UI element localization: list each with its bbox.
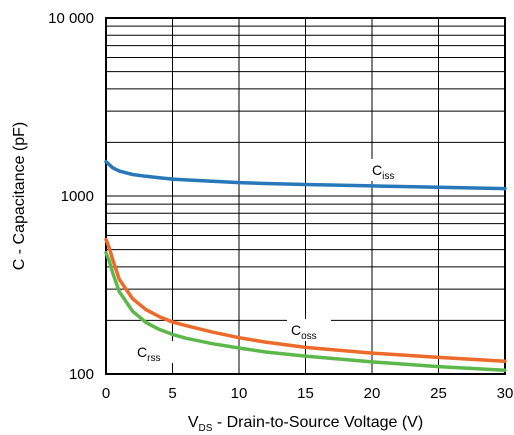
- x-axis-label: VDS - Drain-to-Source Voltage (V): [188, 414, 423, 434]
- y-tick-label: 1000: [61, 188, 94, 205]
- series-label-bg: [368, 159, 412, 181]
- plot-frame: [105, 17, 506, 375]
- x-axis-label-sub: DS: [199, 423, 213, 434]
- x-axis-label-pre: V: [188, 414, 199, 431]
- x-tick-labels: 0 5 10 15 20 25 30: [102, 385, 514, 402]
- y-tick-label: 100: [69, 366, 94, 383]
- x-tick-label: 5: [168, 385, 176, 402]
- series-label-bg: [133, 341, 177, 363]
- x-tick-label: 30: [497, 385, 514, 402]
- series-label-coss: Coss: [291, 322, 317, 342]
- x-tick-label: 10: [231, 385, 248, 402]
- series-layer: [104, 159, 507, 372]
- y-tick-label: 10 000: [48, 10, 94, 27]
- series-ciss-line: [104, 159, 507, 191]
- x-tick-label: 25: [430, 385, 447, 402]
- x-tick-label: 0: [102, 385, 110, 402]
- series-labels: Ciss Coss Crss: [133, 159, 412, 364]
- y-axis-label: C - Capacitance (pF): [11, 122, 28, 271]
- y-tick-labels: 100 1000 10 000: [48, 10, 94, 383]
- series-coss-line: [104, 237, 507, 363]
- x-axis-label-post: - Drain-to-Source Voltage (V): [212, 414, 423, 431]
- series-label-bg: [287, 319, 331, 341]
- x-tick-label: 15: [297, 385, 314, 402]
- series-crss-line: [104, 250, 507, 372]
- x-tick-label: 20: [364, 385, 381, 402]
- series-label-crss: Crss: [137, 344, 160, 364]
- series-label-ciss: Ciss: [372, 162, 394, 182]
